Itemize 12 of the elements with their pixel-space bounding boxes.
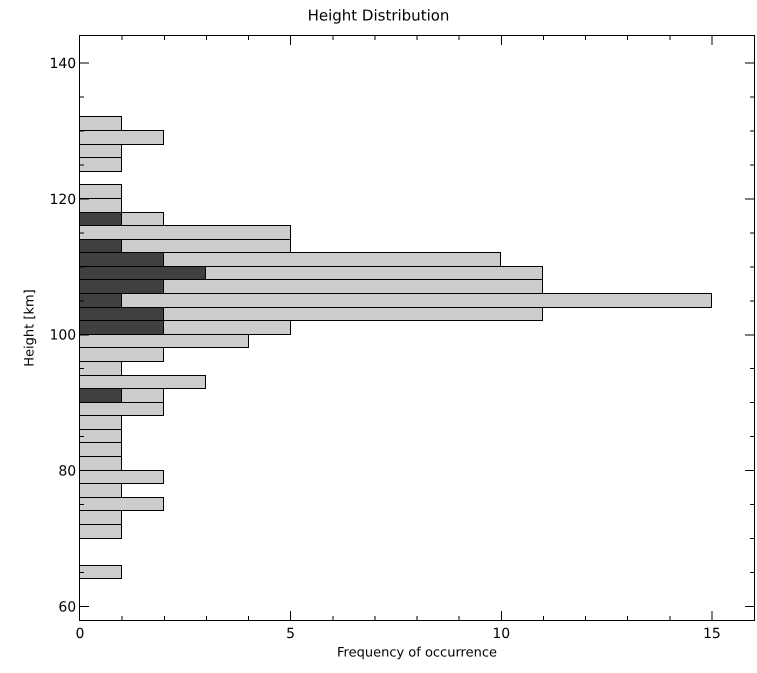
x-tick-label: 0 [76,626,84,642]
x-tick-label: 5 [286,626,296,642]
x-tick-label: 15 [702,626,721,642]
y-axis-title: Height [km] [22,289,38,367]
y-tick-label: 120 [49,192,76,208]
x-axis-title: Frequency of occurrence [337,645,497,660]
y-tick-label: 100 [49,328,76,344]
x-tick-label: 10 [492,626,510,642]
y-tick-label: 60 [58,599,76,616]
chart-title: Height Distribution [308,6,450,25]
y-tick-label: 80 [58,464,76,480]
y-tick-label: 140 [49,56,76,72]
